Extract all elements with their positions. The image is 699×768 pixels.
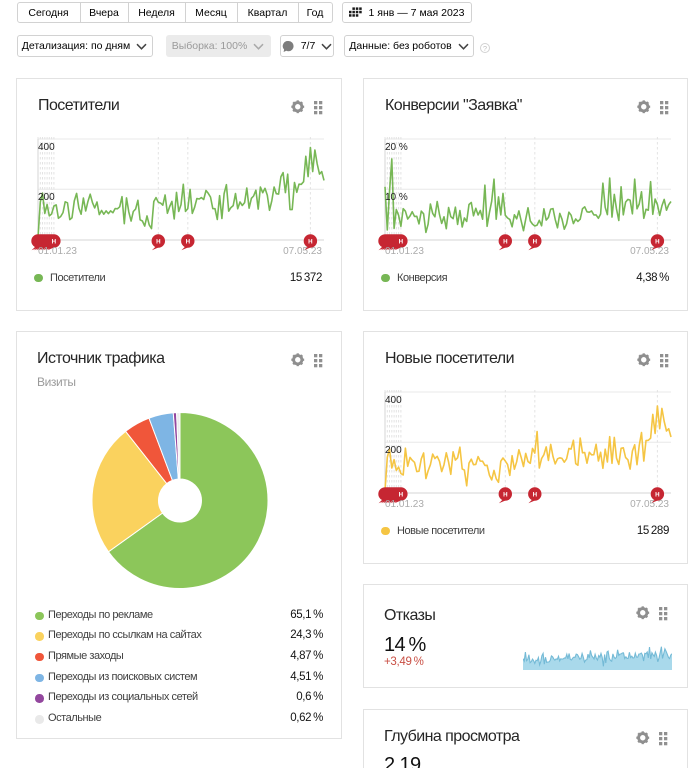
svg-text:Н: Н — [533, 238, 538, 245]
svg-text:Н: Н — [399, 238, 404, 245]
svg-text:Н: Н — [655, 491, 660, 498]
svg-text:Н: Н — [533, 491, 538, 498]
svg-text:Н: Н — [503, 238, 508, 245]
svg-text:Н: Н — [52, 238, 57, 245]
svg-text:Н: Н — [503, 491, 508, 498]
svg-text:Н: Н — [655, 238, 660, 245]
svg-text:Н: Н — [308, 238, 313, 245]
svg-text:Н: Н — [399, 491, 404, 498]
svg-text:Н: Н — [186, 238, 191, 245]
svg-text:Н: Н — [156, 238, 161, 245]
